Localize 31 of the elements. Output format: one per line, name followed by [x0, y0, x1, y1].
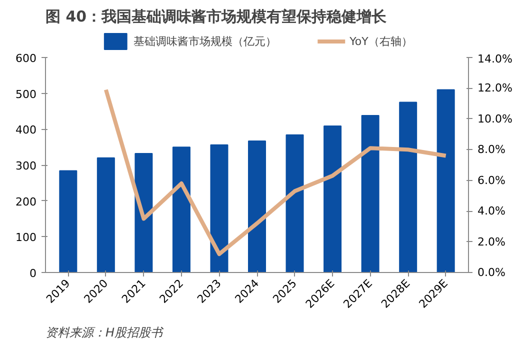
y-tick-label: 600 [16, 52, 37, 65]
bar [59, 170, 78, 272]
y-tick-label: 500 [16, 88, 37, 101]
bar [172, 146, 190, 272]
bar [134, 153, 153, 272]
bar [436, 89, 455, 272]
y2-tick-label: 0.0% [478, 266, 506, 279]
y2-tick-label: 14.0% [478, 52, 512, 66]
y-tick-label: 100 [16, 231, 37, 244]
bar [324, 125, 342, 272]
legend-label: 基础调味酱市场规模（亿元） [134, 34, 277, 48]
bar [210, 144, 228, 272]
y2-tick-label: 12.0% [478, 82, 512, 95]
y2-tick-label: 8.0% [478, 143, 506, 156]
y-tick-label: 0 [30, 267, 36, 280]
y2-tick-label: 6.0% [478, 174, 506, 187]
y2-tick-label: 10.0% [478, 112, 512, 126]
text: 资料来源：H股招股书 [46, 326, 165, 340]
y2-tick-label: 4.0% [478, 204, 506, 218]
chart-title: 图 40：我国基础调味酱市场规模有望保持稳健增长 [46, 8, 388, 26]
y-tick-label: 300 [16, 160, 37, 172]
line-series [104, 88, 448, 256]
y2-tick-label: 2.0% [478, 235, 506, 248]
y-tick-label: 400 [16, 124, 37, 137]
bar [399, 102, 418, 272]
bar [248, 140, 266, 272]
bar [361, 115, 380, 272]
bar [286, 134, 304, 272]
bar [96, 157, 115, 272]
y-tick-label: 200 [16, 195, 37, 208]
legend-label: YoY（右轴） [350, 34, 412, 48]
